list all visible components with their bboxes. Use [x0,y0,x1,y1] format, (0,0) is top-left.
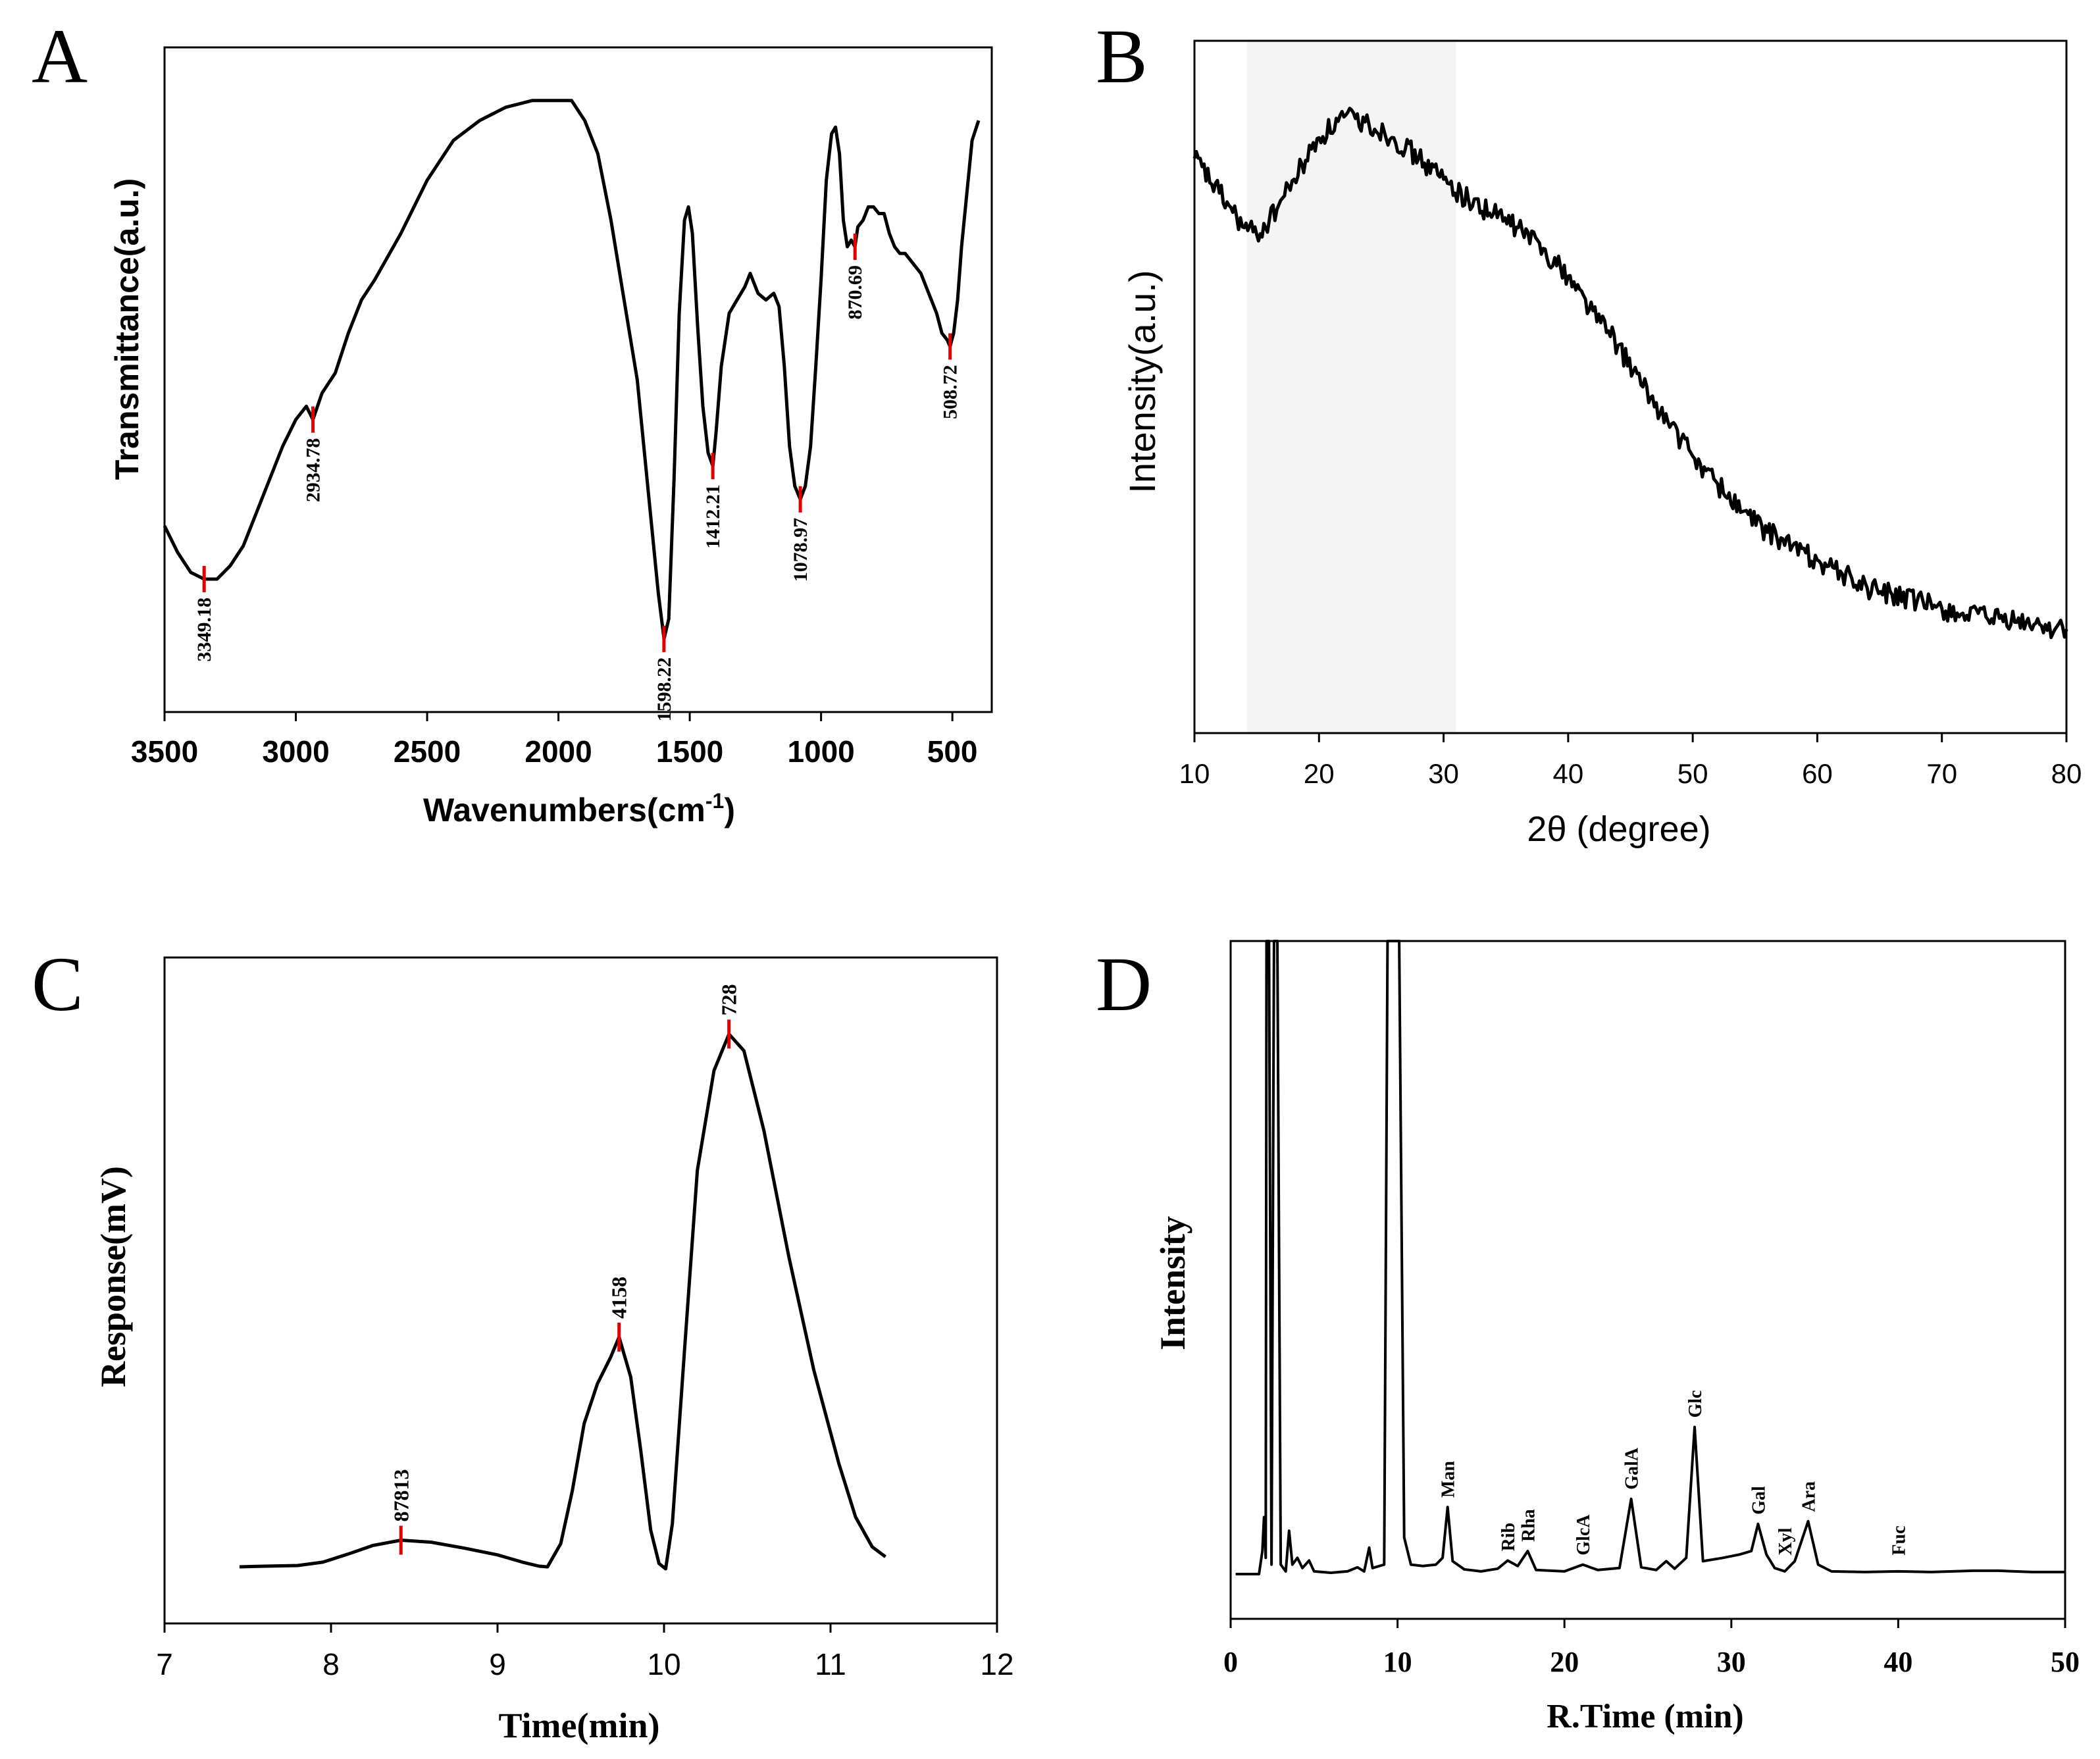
panel-d-x-ticks [1229,1619,2066,1628]
panel-b-xrd-line [1192,107,2068,640]
b-xtick-label: 10 [1179,758,1210,789]
c-xtick-label: 11 [815,1647,846,1681]
d-peak-label-fuc: Fuc [1889,1525,1909,1555]
panel-b-frame [1193,39,2068,734]
c-xtick-label: 8 [322,1647,340,1681]
panel-letter-c: C [32,941,84,1027]
c-peak-label: 87813 [389,1469,413,1522]
panel-b-x-ticklabels: 10 20 30 40 50 60 70 80 [1179,758,2082,789]
d-peak-label-gala: GalA [1622,1447,1643,1490]
b-xtick-label: 40 [1552,758,1583,789]
d-xtick-label: 0 [1223,1646,1238,1678]
d-peak-label-gal: Gal [1749,1486,1769,1515]
panel-b-y-axis-label: Intensity(a.u.) [1121,270,1163,493]
panel-d-chromatogram-line [1235,940,2065,1575]
panel-b: B 10 20 30 40 50 60 70 80 2θ (degree) In… [1096,13,2082,849]
panel-c-frame [163,956,998,1625]
panel-b-x-ticks [1193,733,2068,742]
panel-a-x-ticks [163,712,954,721]
d-xtick-label: 10 [1383,1646,1412,1678]
panel-d: D 0 10 20 30 40 50 R.Time (min) Intensit… [1096,940,2080,1735]
a-xtick-label: 2000 [525,734,592,769]
a-peak-label: 870.69 [844,265,866,320]
panel-b-shaded-region [1246,41,1456,733]
d-peak-label-glc: Glc [1685,1390,1706,1418]
panel-c-x-ticklabels: 7 8 9 10 11 12 [156,1647,1013,1681]
panel-c-chromatogram-line [239,1032,887,1571]
c-xtick-label: 7 [156,1647,173,1681]
panel-d-frame [1229,940,2066,1620]
d-peak-label-xyl: Xyl [1776,1527,1796,1555]
panel-c-peak-labels: 87813 4158 728 [389,984,740,1521]
a-peak-label: 3349.18 [193,598,215,662]
d-peak-label-rha: Rha [1518,1509,1539,1542]
d-xtick-label: 20 [1550,1646,1579,1678]
panel-letter-d: D [1096,941,1152,1027]
panel-a-peak-markers [202,234,952,652]
panel-a-x-ticklabels: 3500 3000 2500 2000 1500 1000 500 [131,734,978,769]
b-xtick-label: 60 [1802,758,1833,789]
a-peak-label: 2934.78 [303,438,324,503]
a-xtick-label: 1500 [656,734,723,769]
a-peak-label: 1412.21 [702,484,724,549]
panel-d-peak-labels: Man Rib Rha GlcA GalA Glc Gal Xyl Ara Fu… [1439,1390,1910,1556]
a-peak-label: 508.72 [940,365,961,420]
a-xtick-label: 1000 [787,734,854,769]
d-peak-label-rib: Rib [1498,1523,1519,1552]
panel-a-peak-labels: 3349.18 2934.78 1598.22 1412.21 1078.97 … [193,265,961,721]
b-xtick-label: 50 [1677,758,1708,789]
panel-c-y-axis-label: Response(mV) [93,1166,133,1387]
b-xtick-label: 20 [1304,758,1335,789]
panel-a-spectrum-line [163,99,981,641]
a-peak-label: 1598.22 [653,657,675,722]
panel-a: A 3500 3000 2500 2000 1500 1000 500 Wave… [32,13,993,829]
b-xtick-label: 70 [1926,758,1957,789]
panel-b-x-axis-label: 2θ (degree) [1527,809,1710,849]
panel-c-x-axis-label: Time(min) [499,1706,660,1745]
d-xtick-label: 50 [2051,1646,2080,1678]
panel-c: C 7 8 9 10 11 12 Time(min) Response(mV) … [32,941,1014,1745]
a-xtick-label: 3500 [131,734,198,769]
d-xtick-label: 30 [1717,1646,1746,1678]
panel-letter-b: B [1096,13,1148,99]
c-peak-label: 4158 [607,1277,631,1319]
panel-a-y-axis-label: Transmittance(a.u.) [109,178,145,480]
c-xtick-label: 12 [980,1647,1013,1681]
b-xtick-label: 30 [1428,758,1459,789]
panel-c-peak-markers [399,1019,731,1555]
a-xtick-label: 3000 [262,734,329,769]
panel-d-x-ticklabels: 0 10 20 30 40 50 [1223,1646,2080,1678]
a-xtick-label: 2500 [394,734,461,769]
panel-a-frame [163,46,993,713]
c-xtick-label: 9 [489,1647,506,1681]
panel-letter-a: A [32,13,88,99]
panel-a-x-axis-label: Wavenumbers(cm-1) [423,789,735,829]
a-xtick-label: 500 [927,734,978,769]
panel-c-x-ticks [163,1623,998,1633]
d-peak-label-man: Man [1439,1461,1459,1498]
panel-d-y-axis-label: Intensity [1153,1216,1192,1350]
d-xtick-label: 40 [1883,1646,1912,1678]
d-peak-label-glca: GlcA [1574,1514,1594,1556]
panel-d-x-axis-label: R.Time (min) [1547,1698,1743,1735]
b-xtick-label: 80 [2051,758,2082,789]
a-peak-label: 1078.97 [790,518,811,582]
d-peak-label-ara: Ara [1799,1481,1819,1512]
c-xtick-label: 10 [647,1647,680,1681]
c-peak-label: 728 [717,984,741,1015]
